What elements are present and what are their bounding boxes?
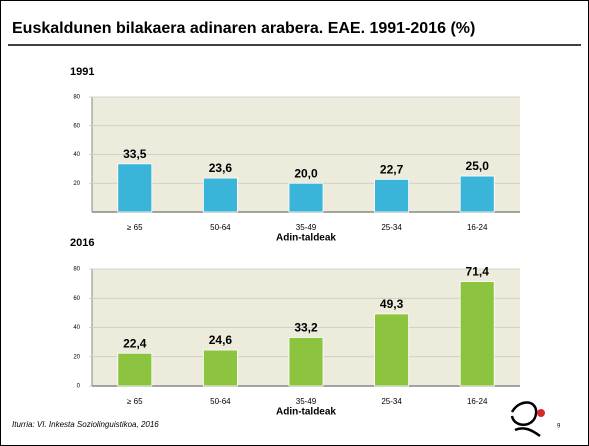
x-tick-label: 16-24 [467, 397, 488, 406]
y-tick-label: 60 [73, 123, 80, 129]
x-tick-label: ≥ 65 [127, 223, 143, 232]
page-number: 9 [557, 424, 561, 430]
y-tick-label: 40 [73, 152, 80, 158]
x-tick-label: 35-49 [296, 223, 317, 232]
bar [202, 177, 238, 213]
slide-title: Euskaldunen bilakaera adinaren arabera. … [12, 20, 475, 37]
x-tick-label: 25-34 [381, 223, 402, 232]
x-tick-label: 16-24 [467, 223, 488, 232]
bar [288, 337, 324, 387]
y-tick-label: 0 [77, 384, 81, 390]
bar [374, 313, 410, 387]
value-label: 22,4 [123, 336, 147, 350]
y-tick-label: 20 [73, 181, 80, 187]
value-label: 33,5 [123, 147, 147, 161]
bar [459, 281, 495, 387]
x-tick-label: 50-64 [210, 397, 231, 406]
logo-swirl [510, 401, 538, 426]
bar [288, 182, 324, 213]
value-label: 71,4 [466, 265, 490, 279]
value-label: 23,6 [209, 161, 233, 175]
bar [202, 349, 238, 387]
y-tick-label: 60 [73, 296, 80, 302]
value-label: 25,0 [466, 159, 490, 173]
x-axis-label: Adin-taldeak [276, 233, 336, 244]
y-tick-label: 20 [73, 354, 80, 360]
logo-tail [514, 427, 541, 438]
source: Iturria: VI. Inkesta Soziolinguistikoa, … [12, 420, 159, 429]
bar [117, 352, 153, 387]
bar [117, 163, 153, 213]
x-tick-label: 50-64 [210, 223, 231, 232]
y-tick-label: 80 [73, 95, 80, 101]
chart-title: 1991 [70, 66, 94, 78]
y-tick-label: 80 [73, 267, 80, 273]
value-label: 24,6 [209, 333, 233, 347]
chart-title: 2016 [70, 237, 94, 249]
logo-dot [537, 409, 545, 417]
bar [374, 178, 410, 213]
y-tick-label: 40 [73, 325, 80, 331]
value-label: 22,7 [380, 163, 404, 177]
value-label: 20,0 [294, 166, 318, 180]
value-label: 49,3 [380, 297, 404, 311]
value-label: 33,2 [294, 321, 318, 335]
x-tick-label: 25-34 [381, 397, 402, 406]
bar [459, 175, 495, 213]
logo [510, 401, 545, 438]
x-tick-label: 35-49 [296, 397, 317, 406]
x-axis-label: Adin-taldeak [276, 407, 336, 418]
x-tick-label: ≥ 65 [127, 397, 143, 406]
